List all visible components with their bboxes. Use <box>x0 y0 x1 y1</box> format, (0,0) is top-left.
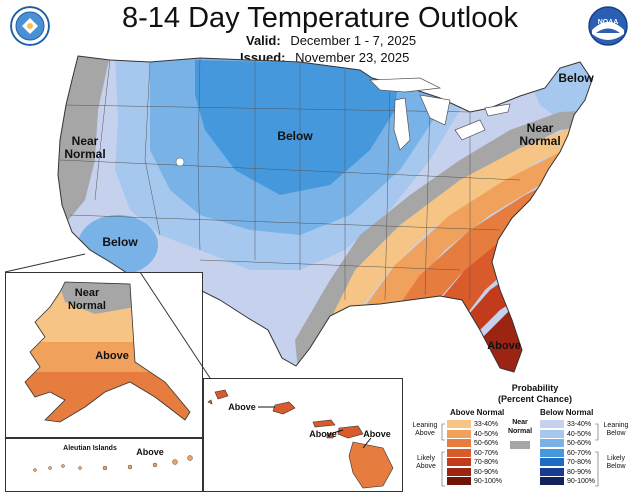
legend-above-swatch <box>447 448 471 457</box>
aleutian-inset <box>5 438 203 492</box>
great-lakes <box>369 77 511 151</box>
legend-likely-above: Likely Above <box>416 455 436 470</box>
legend-above-swatch <box>447 420 471 429</box>
label-below-southwest: Below <box>102 235 138 249</box>
label-alaska-above: Above <box>95 350 129 362</box>
label-aleutian-islands: Aleutian Islands <box>63 445 117 452</box>
legend-below-row: 80-90% <box>540 467 592 477</box>
noaa-logo-text: NOAA <box>598 19 619 26</box>
department-of-commerce-seal-icon <box>10 6 50 46</box>
legend-below-row: 60-70% <box>540 448 592 458</box>
legend-below-label: 90-100% <box>567 478 596 485</box>
label-above-florida: Above <box>487 340 521 352</box>
label-hawaii-above-3: Above <box>363 429 391 439</box>
valid-dates: December 1 - 7, 2025 <box>290 33 417 48</box>
legend-above-swatch <box>447 439 471 448</box>
legend-leaning-above: Leaning Above <box>412 422 438 437</box>
legend-below-swatch <box>540 429 564 438</box>
map-title: 8-14 Day Temperature Outlook <box>121 2 518 34</box>
legend-below-label: 50-60% <box>567 440 592 447</box>
legend-near-normal-label: Near Normal <box>507 419 533 435</box>
legend-below-swatch <box>540 458 564 467</box>
legend-near-normal-swatch <box>510 441 530 449</box>
legend-above-label: 90-100% <box>474 478 503 485</box>
legend-below-swatch <box>540 477 564 486</box>
issued-date: November 23, 2025 <box>295 50 410 65</box>
label-hawaii-above-1: Above <box>228 402 256 412</box>
label-below-north: Below <box>277 129 313 143</box>
legend-below-swatch <box>540 420 564 429</box>
legend-below-swatch <box>540 439 564 448</box>
great-salt-lake <box>175 157 185 167</box>
legend-below-label: 33-40% <box>567 421 592 428</box>
legend-above-swatch <box>447 458 471 467</box>
legend-below-row: 90-100% <box>540 477 595 486</box>
legend-above-row: 80-90% <box>447 467 499 477</box>
legend-title: Probability <box>511 383 559 393</box>
legend-above-row: 90-100% <box>447 477 502 486</box>
legend-above-swatch <box>447 429 471 438</box>
noaa-logo-icon: NOAA <box>588 6 628 46</box>
legend-below-row: 70-80% <box>540 458 591 467</box>
legend-below-label: 40-50% <box>567 430 592 438</box>
legend-leaning-below: Leaning Below <box>603 422 629 437</box>
legend-likely-below: Likely Below <box>606 455 626 470</box>
legend-below-header: Below Normal <box>540 408 594 417</box>
hawaii-inset <box>203 378 403 492</box>
valid-line: Valid: December 1 - 7, 2025 <box>246 33 416 48</box>
legend-above-row: 70-80% <box>447 458 498 467</box>
legend-above-label: 40-50% <box>474 430 499 438</box>
legend-above-row: 50-60% <box>447 439 498 448</box>
legend-below-swatch <box>540 467 564 476</box>
legend-above-row: 60-70% <box>447 448 499 458</box>
label-near-normal-east: Near Normal <box>519 121 561 148</box>
legend-above-label: 80-90% <box>474 468 499 476</box>
legend-subtitle: (Percent Chance) <box>497 394 573 404</box>
legend-below-row: 40-50% <box>540 429 592 439</box>
legend-below-label: 80-90% <box>567 468 592 476</box>
legend-below-row: 33-40% <box>540 420 591 429</box>
legend-below-row: 50-60% <box>540 439 591 448</box>
legend-above-swatch <box>447 477 471 486</box>
legend-below-label: 70-80% <box>567 459 592 466</box>
legend-above-swatch <box>447 467 471 476</box>
legend-above-label: 60-70% <box>474 449 499 457</box>
alaska-inset <box>5 272 203 438</box>
legend-above-label: 50-60% <box>474 440 499 447</box>
legend-above-row: 33-40% <box>447 420 498 429</box>
legend-below-swatch <box>540 448 564 457</box>
valid-label: Valid: <box>246 33 281 48</box>
label-below-northeast: Below <box>558 71 594 85</box>
legend-above-header: Above Normal <box>450 408 505 417</box>
legend-below-label: 60-70% <box>567 449 592 457</box>
label-near-normal-west: Near Normal <box>64 134 106 161</box>
label-alaska-near-normal: Near Normal <box>68 287 106 312</box>
label-hawaii-above-2: Above <box>309 429 337 439</box>
legend-above-label: 33-40% <box>474 421 499 428</box>
legend-above-label: 70-80% <box>474 459 499 466</box>
legend-above-row: 40-50% <box>447 429 499 439</box>
label-aleutian-above: Above <box>136 447 164 457</box>
